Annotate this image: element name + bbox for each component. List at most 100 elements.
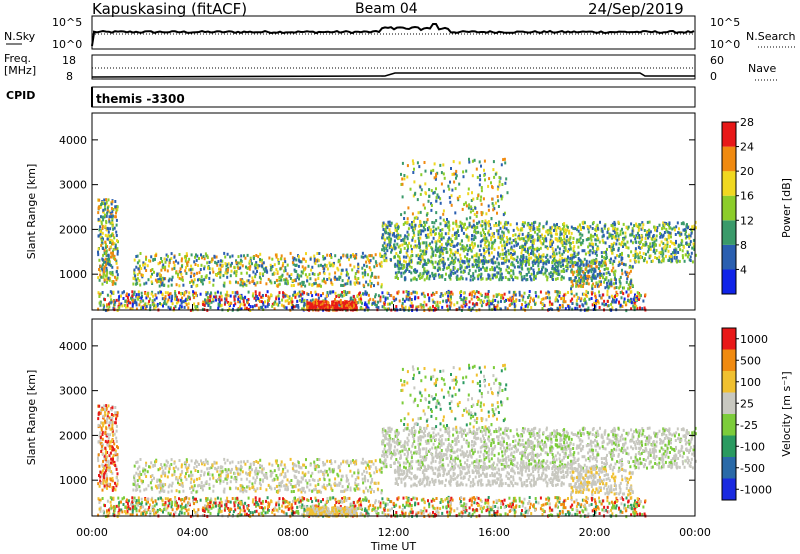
echo-cell (326, 305, 329, 309)
echo-cell (503, 157, 506, 161)
echo-cell (421, 249, 424, 253)
echo-cell (490, 181, 492, 185)
echo-cell (634, 256, 637, 259)
echo-cell (673, 243, 676, 247)
echo-cell (193, 302, 196, 306)
echo-cell (619, 232, 622, 236)
echo-cell (611, 300, 614, 304)
echo-cell (367, 273, 369, 277)
echo-cell (359, 306, 362, 310)
echo-cell (675, 259, 678, 263)
echo-cell (496, 275, 498, 279)
echo-cell (101, 215, 104, 219)
echo-cell (239, 258, 242, 262)
echo-cell (648, 230, 651, 234)
echo-cell (575, 292, 578, 296)
echo-cell (440, 237, 443, 241)
echo-cell (477, 265, 480, 269)
echo-cell (414, 244, 417, 248)
echo-cell (587, 251, 590, 254)
echo-cell (410, 254, 413, 258)
echo-cell (180, 277, 183, 281)
echo-cell (207, 266, 209, 270)
echo-cell (223, 302, 226, 306)
echo-cell (193, 291, 196, 295)
echo-cell (490, 238, 493, 241)
echo-cell (403, 265, 406, 269)
echo-cell (450, 203, 453, 207)
echo-cell (480, 277, 483, 281)
echo-cell (472, 278, 474, 282)
echo-cell (343, 290, 346, 293)
echo-cell (286, 299, 289, 303)
echo-cell (532, 252, 535, 256)
echo-cell (362, 292, 364, 296)
echo-cell (109, 241, 111, 244)
echo-cell (479, 178, 482, 182)
echo-cell (586, 225, 589, 228)
echo-cell (314, 307, 317, 310)
echo-cell (491, 302, 494, 306)
echo-cell (337, 268, 340, 272)
echo-cell (180, 272, 183, 276)
echo-cell (383, 241, 386, 245)
echo-cell (248, 274, 251, 278)
echo-cell (447, 240, 450, 244)
echo-cell (636, 231, 639, 235)
echo-cell (307, 264, 310, 268)
echo-cell (563, 246, 566, 250)
echo-cell (253, 282, 256, 285)
echo-cell (357, 277, 360, 280)
echo-cell (569, 260, 572, 264)
echo-cell (662, 246, 665, 250)
echo-cell (324, 281, 327, 285)
echo-cell (482, 265, 484, 269)
echo-cell (480, 186, 483, 189)
echo-cell (383, 259, 386, 263)
echo-cell (670, 235, 672, 239)
echo-cell (454, 260, 456, 264)
echo-cell (466, 259, 469, 263)
echo-cell (177, 272, 180, 276)
echo-cell (416, 161, 419, 165)
echo-cell (306, 301, 309, 305)
echo-cell (324, 263, 326, 267)
echo-cell (542, 262, 545, 265)
echo-cell (359, 300, 362, 303)
echo-cell (547, 260, 550, 264)
echo-cell (309, 299, 312, 303)
echo-cell (610, 224, 613, 227)
echo-cell (639, 306, 641, 310)
echo-cell (181, 296, 183, 300)
echo-cell (256, 281, 259, 285)
echo-cell (424, 249, 427, 253)
echo-cell (644, 237, 647, 240)
echo-cell (135, 265, 138, 269)
echo-cell (503, 244, 506, 248)
echo-cell (375, 261, 378, 265)
echo-cell (526, 251, 529, 255)
echo-cell (616, 227, 619, 231)
echo-cell (500, 293, 502, 297)
echo-cell (641, 307, 644, 311)
echo-cell (261, 262, 264, 266)
echo-cell (635, 259, 638, 263)
echo-cell (230, 269, 233, 273)
echo-cell (483, 243, 486, 247)
echo-cell (403, 246, 406, 250)
echo-cell (656, 229, 659, 233)
echo-cell (194, 263, 197, 266)
echo-cell (560, 232, 563, 236)
echo-cell (631, 241, 634, 245)
echo-cell (404, 260, 407, 264)
echo-cell (658, 260, 660, 264)
echo-cell (395, 297, 398, 301)
echo-cell (475, 302, 478, 306)
echo-cell (473, 230, 476, 234)
echo-cell (340, 256, 342, 260)
echo-cell (623, 300, 625, 304)
echo-cell (501, 248, 504, 252)
echo-cell (514, 299, 517, 303)
echo-cell (365, 255, 368, 259)
echo-cell (552, 267, 555, 271)
